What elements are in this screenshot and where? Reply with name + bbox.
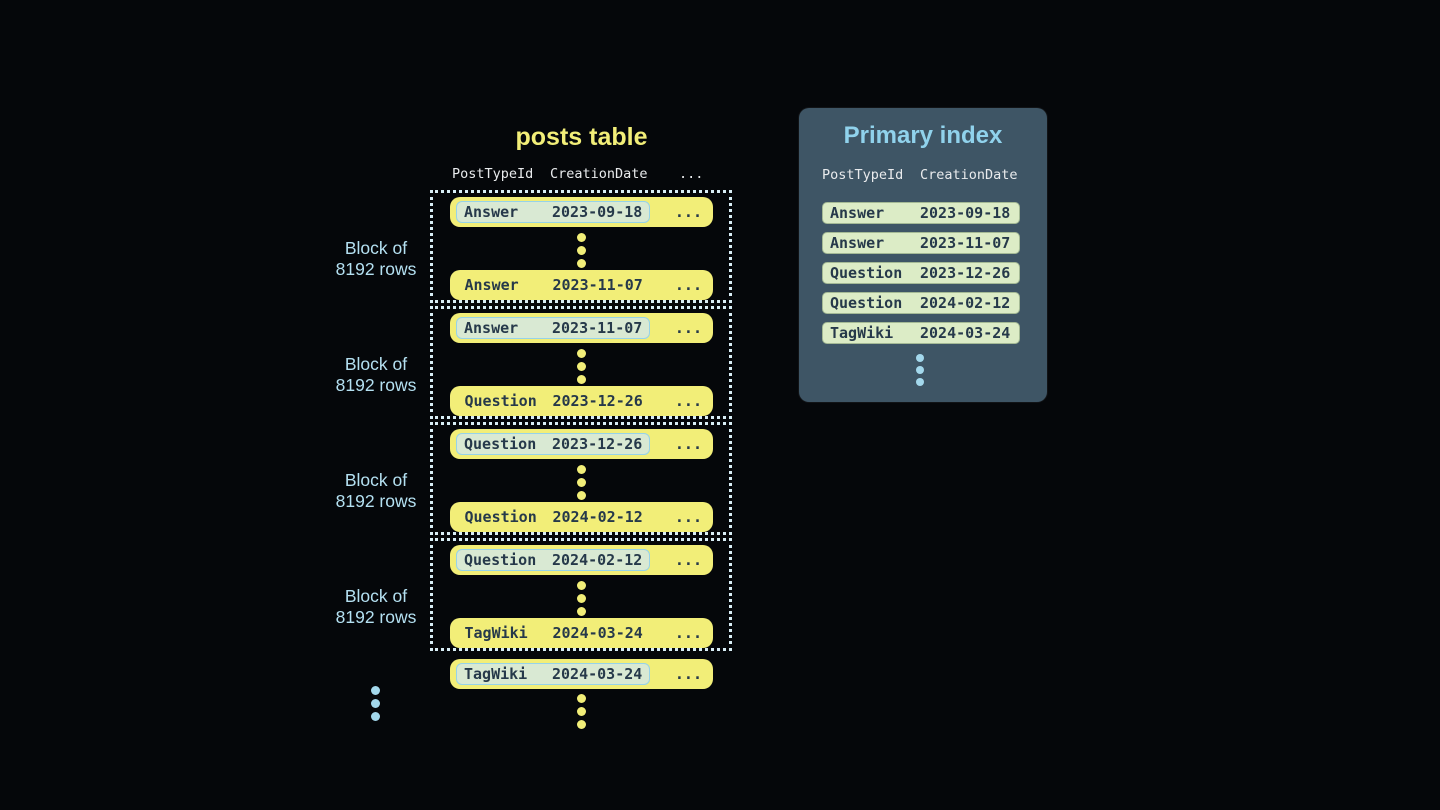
- entry-posttypeid: TagWiki: [830, 324, 894, 342]
- column-header-more-ellipsis: ...: [679, 166, 704, 182]
- block-2-last-row: Question 2023-12-26 ...: [450, 386, 713, 416]
- index-continuation-dots: [916, 354, 924, 386]
- block-1: Answer 2023-09-18 ... Answer 2023-11-07 …: [430, 190, 732, 303]
- column-header-posttypeid: PostTypeId: [822, 167, 904, 183]
- hidden-rows-dots: [577, 581, 586, 616]
- row-creationdate: 2023-11-07: [552, 319, 643, 337]
- block-label-line1: Block of: [344, 354, 408, 374]
- row-posttypeid: TagWiki: [464, 624, 528, 642]
- entry-posttypeid: Question: [830, 294, 903, 312]
- row-creationdate: 2024-03-24: [552, 624, 643, 642]
- row-posttypeid: TagWiki: [464, 665, 528, 683]
- column-header-posttypeid: PostTypeId: [452, 166, 534, 182]
- index-entry-3: Question 2023-12-26: [822, 262, 1020, 284]
- index-entry-4: Question 2024-02-12: [822, 292, 1020, 314]
- row-creationdate: 2024-03-24: [552, 665, 643, 683]
- block-label-2: Block of 8192 rows: [306, 354, 446, 396]
- entry-creationdate: 2024-03-24: [920, 324, 1011, 342]
- row-creationdate: 2023-12-26: [552, 392, 643, 410]
- entry-creationdate: 2024-02-12: [920, 294, 1011, 312]
- block-2: Answer 2023-11-07 ... Question 2023-12-2…: [430, 306, 732, 419]
- hidden-rows-dots: [577, 233, 586, 268]
- block-label-line2: 8192 rows: [335, 375, 417, 395]
- block-4: Question 2024-02-12 ... TagWiki 2024-03-…: [430, 538, 732, 651]
- primary-index-column-headers: PostTypeId CreationDate: [799, 167, 1047, 185]
- block-label-line2: 8192 rows: [335, 491, 417, 511]
- indexed-row-highlight-pill: Answer 2023-09-18: [456, 201, 651, 223]
- block-label-line2: 8192 rows: [335, 259, 417, 279]
- hidden-rows-dots: [577, 465, 586, 500]
- block-label-line2: 8192 rows: [335, 607, 417, 627]
- row-more-ellipsis: ...: [674, 551, 702, 569]
- primary-index-panel: Primary index PostTypeId CreationDate An…: [799, 108, 1047, 402]
- block-label-line1: Block of: [344, 470, 408, 490]
- row-more-ellipsis: ...: [674, 435, 702, 453]
- row-posttypeid: Answer: [464, 276, 519, 294]
- entry-creationdate: 2023-09-18: [920, 204, 1011, 222]
- row-more-ellipsis: ...: [674, 203, 702, 221]
- primary-index-title: Primary index: [843, 122, 1003, 149]
- hidden-rows-dots: [577, 349, 586, 384]
- block-label-1: Block of 8192 rows: [306, 238, 446, 280]
- row-more-ellipsis: ...: [674, 276, 702, 294]
- block-1-last-row: Answer 2023-11-07 ...: [450, 270, 713, 300]
- column-header-creationdate: CreationDate: [550, 166, 648, 182]
- row-posttypeid: Answer: [464, 203, 519, 221]
- row-creationdate: 2023-09-18: [552, 203, 643, 221]
- entry-creationdate: 2023-12-26: [920, 264, 1011, 282]
- blocks-continuation-dots: [371, 686, 380, 721]
- entry-creationdate: 2023-11-07: [920, 234, 1011, 252]
- row-more-ellipsis: ...: [674, 319, 702, 337]
- block-4-last-row: TagWiki 2024-03-24 ...: [450, 618, 713, 648]
- row-creationdate: 2024-02-12: [552, 508, 643, 526]
- block-label-line1: Block of: [344, 586, 408, 606]
- entry-posttypeid: Answer: [830, 234, 885, 252]
- indexed-row-highlight-pill: Answer 2023-11-07: [456, 317, 651, 339]
- row-posttypeid: Answer: [464, 319, 519, 337]
- row-more-ellipsis: ...: [674, 665, 702, 683]
- block-3-last-row: Question 2024-02-12 ...: [450, 502, 713, 532]
- column-header-creationdate: CreationDate: [920, 167, 1018, 183]
- block-label-line1: Block of: [344, 238, 408, 258]
- row-more-ellipsis: ...: [674, 508, 702, 526]
- block-label-3: Block of 8192 rows: [306, 470, 446, 512]
- indexed-row-highlight-pill: Question 2024-02-12: [456, 549, 651, 571]
- row-creationdate: 2024-02-12: [552, 551, 643, 569]
- index-entry-5: TagWiki 2024-03-24: [822, 322, 1020, 344]
- indexed-row-highlight-pill: Question 2023-12-26: [456, 433, 651, 455]
- next-block-first-row: TagWiki 2024-03-24 ...: [450, 659, 713, 689]
- posts-table-title: posts table: [515, 123, 648, 151]
- row-posttypeid: Question: [464, 392, 537, 410]
- index-entry-1: Answer 2023-09-18: [822, 202, 1020, 224]
- posts-table-column-headers: PostTypeId CreationDate ...: [452, 166, 732, 184]
- index-entry-2: Answer 2023-11-07: [822, 232, 1020, 254]
- block-3: Question 2023-12-26 ... Question 2024-02…: [430, 422, 732, 535]
- block-4-first-row: Question 2024-02-12 ...: [450, 545, 713, 575]
- indexed-row-highlight-pill: TagWiki 2024-03-24: [456, 663, 651, 685]
- table-continuation-dots: [577, 694, 586, 729]
- block-1-first-row: Answer 2023-09-18 ...: [450, 197, 713, 227]
- entry-posttypeid: Question: [830, 264, 903, 282]
- block-3-first-row: Question 2023-12-26 ...: [450, 429, 713, 459]
- row-more-ellipsis: ...: [674, 392, 702, 410]
- row-posttypeid: Question: [464, 508, 537, 526]
- row-posttypeid: Question: [464, 435, 537, 453]
- block-2-first-row: Answer 2023-11-07 ...: [450, 313, 713, 343]
- row-posttypeid: Question: [464, 551, 537, 569]
- row-creationdate: 2023-11-07: [552, 276, 643, 294]
- row-more-ellipsis: ...: [674, 624, 702, 642]
- block-label-4: Block of 8192 rows: [306, 586, 446, 628]
- row-creationdate: 2023-12-26: [552, 435, 643, 453]
- entry-posttypeid: Answer: [830, 204, 885, 222]
